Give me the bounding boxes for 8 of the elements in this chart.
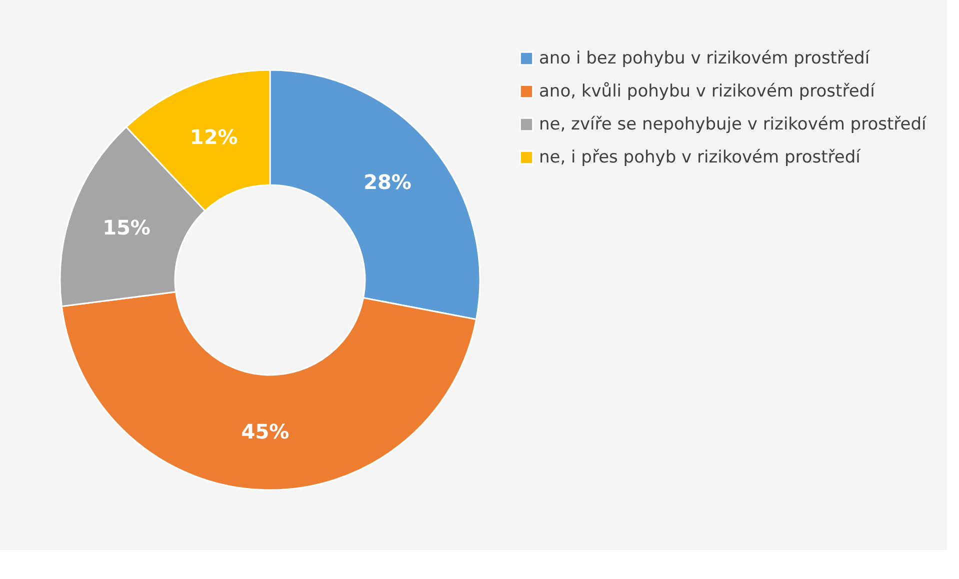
legend-label: ne, i přes pohyb v rizikovém prostředí [539,148,862,168]
legend-label: ne, zvíře se nepohybuje v rizikovém prostředí [539,114,928,134]
data-label: 12% [190,125,238,150]
legend-label: ano, kvůli pohybu v rizikovém prostředí [539,82,876,102]
legend-label: ano i bez pohybu v rizikovém prostředí [539,48,871,68]
data-label: 15% [102,215,150,240]
data-label: 45% [241,419,290,444]
data-label: 28% [364,170,412,194]
